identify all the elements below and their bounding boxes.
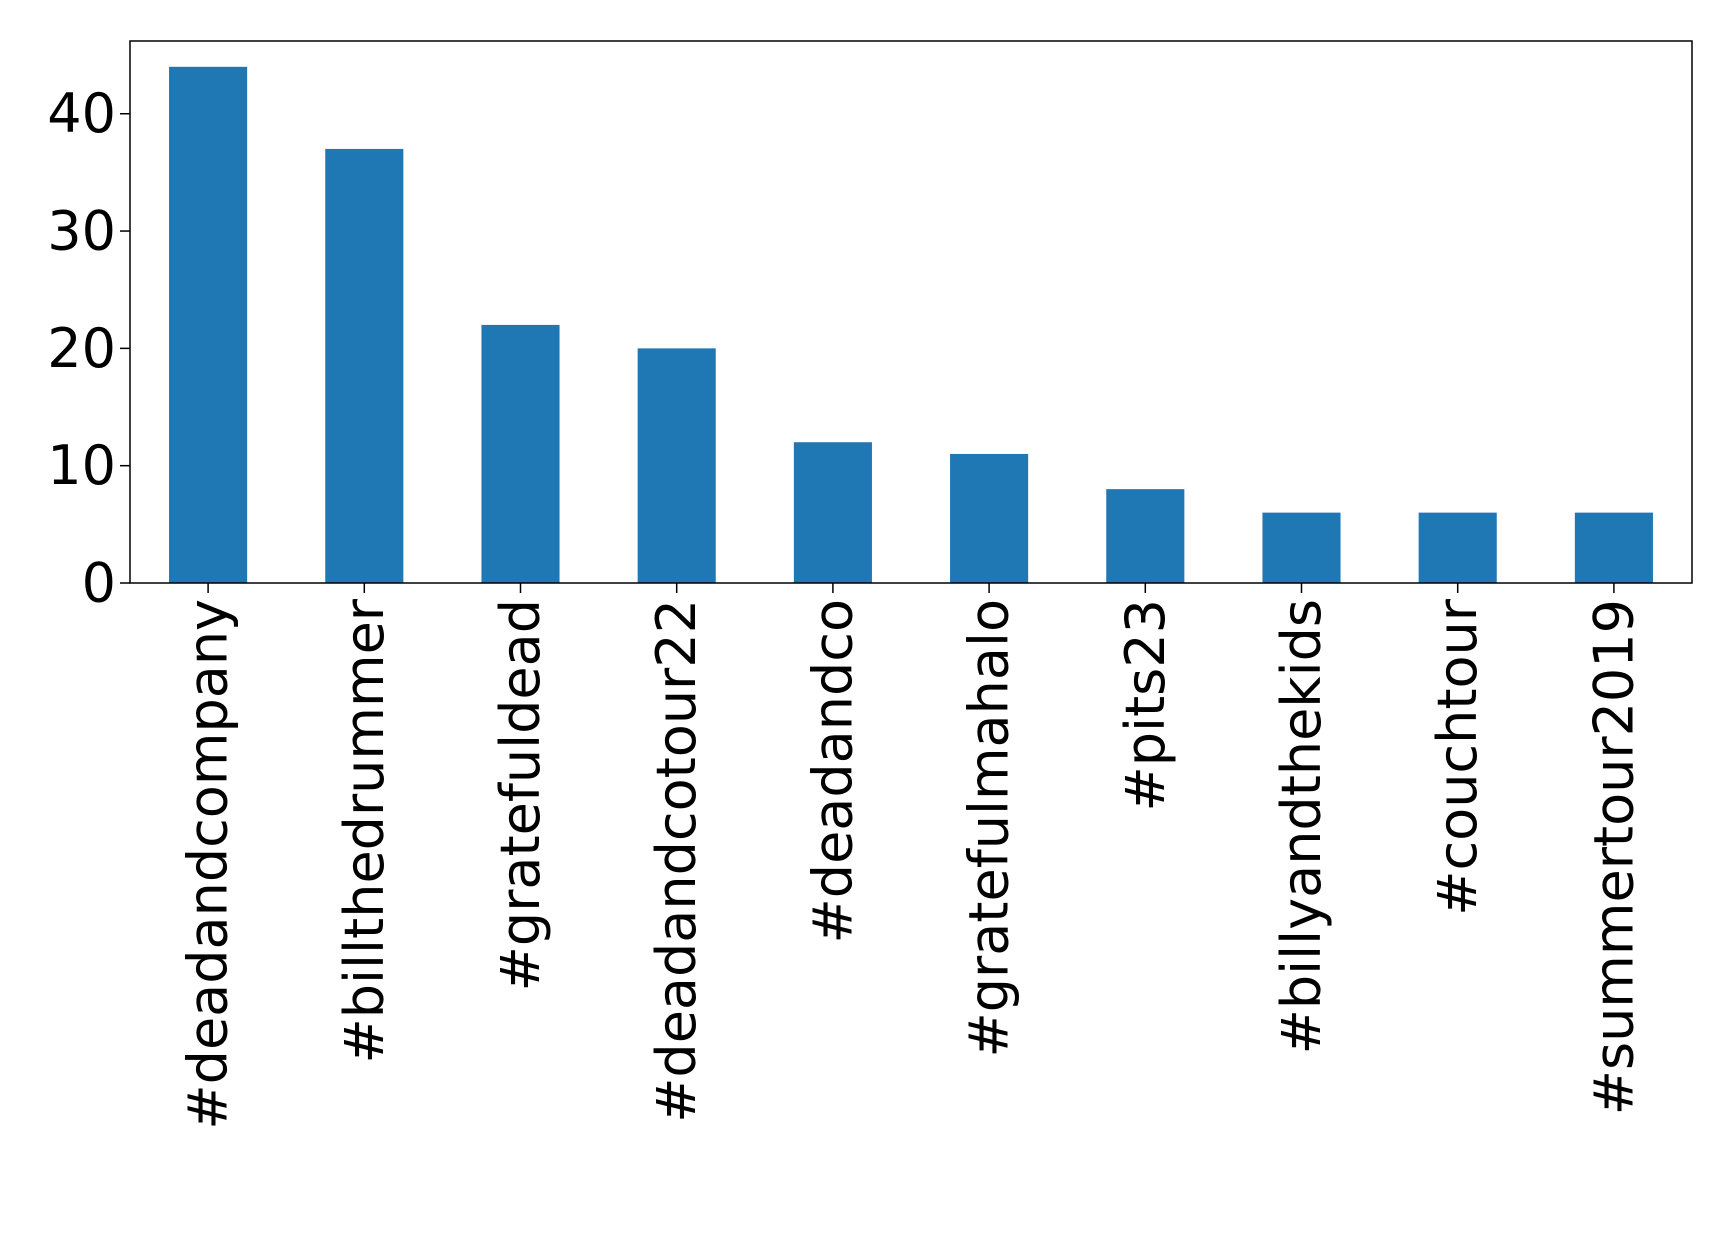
bar-deadandcompany <box>169 66 248 584</box>
bar-summertour2019 <box>1574 512 1653 583</box>
y-tick-label: 40 <box>47 82 116 145</box>
x-tick-label: #deadandcotour22 <box>645 599 708 1123</box>
x-tick-label: #pits23 <box>1114 599 1177 812</box>
x-tick-label: #gratefulmahalo <box>958 599 1021 1058</box>
x-tick-label: #summertour2019 <box>1582 599 1645 1115</box>
bar-billyandthekids <box>1262 512 1341 583</box>
bar-gratefuldead <box>481 324 560 583</box>
x-tick-label: #billyandthekids <box>1270 599 1333 1054</box>
x-axis: #deadandcompany #billthedrummer #gratefuld… <box>177 583 1645 1130</box>
y-tick-label: 30 <box>47 200 116 263</box>
bar-deadandco <box>793 442 872 583</box>
y-tick-label: 10 <box>47 434 116 497</box>
x-tick-label: #gratefuldead <box>489 599 552 991</box>
bars-group <box>169 66 1653 584</box>
bar-billthedrummer <box>325 148 404 584</box>
x-tick-label: #deadandco <box>801 599 864 943</box>
bar-deadandcotour22 <box>637 348 716 583</box>
x-tick-label: #couchtour <box>1426 598 1489 916</box>
plot-area-frame <box>129 40 1693 584</box>
y-tick-label: 20 <box>47 317 116 380</box>
y-axis: 0 10 20 30 40 <box>47 82 130 615</box>
bar-pits23 <box>1106 489 1185 583</box>
bar-gratefulmahalo <box>950 453 1029 583</box>
y-tick-label: 0 <box>82 552 116 615</box>
bar-couchtour <box>1418 512 1497 583</box>
x-tick-label: #billthedrummer <box>333 598 396 1063</box>
x-tick-label: #deadandcompany <box>177 599 240 1130</box>
